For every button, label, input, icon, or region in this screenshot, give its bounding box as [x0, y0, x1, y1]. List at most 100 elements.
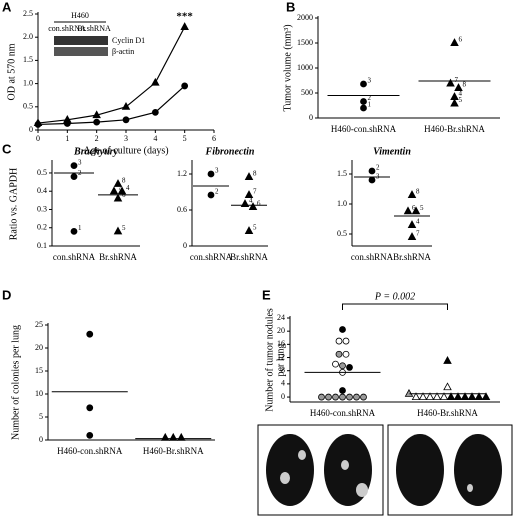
y-axis-label: Number of colonies per lung: [10, 325, 21, 440]
y-axis-label: OD at 570 nm: [6, 43, 17, 100]
nodule: [280, 472, 290, 484]
triangle-marker: [109, 186, 119, 195]
x-tick-label: H460-con.shRNA: [310, 408, 376, 418]
circle-marker: [34, 121, 42, 128]
series-line: [37, 85, 186, 126]
y-tick-label: 15: [35, 366, 43, 375]
triangle-marker: [176, 432, 186, 441]
circle-marker: [346, 393, 353, 401]
triangle-marker: [450, 38, 459, 46]
triangle-marker: [446, 78, 455, 87]
annotation: P = 0.002: [374, 291, 415, 302]
point-label: 4: [126, 184, 130, 192]
inset-title: H460: [71, 11, 89, 20]
lung: [454, 434, 502, 506]
y-tick-label: 0: [309, 113, 313, 122]
y-tick-label: 16: [277, 339, 285, 348]
y-tick-label: 24: [277, 313, 285, 322]
point-label: 4: [416, 218, 420, 226]
point-label: 6: [412, 204, 416, 212]
circle-marker: [335, 337, 343, 345]
triangle-marker: [180, 22, 189, 30]
nodule: [298, 450, 306, 460]
triangle-marker: [160, 432, 170, 441]
point-label: 4: [459, 90, 463, 98]
x-tick-label: con.shRNA: [190, 252, 233, 262]
triangle-marker: [443, 355, 452, 364]
circle-marker: [339, 387, 346, 394]
triangle-marker: [407, 190, 417, 198]
y-tick-label: 0: [29, 125, 33, 134]
y-tick-label: 1500: [297, 38, 313, 47]
triangle-marker: [117, 186, 127, 195]
bracket: [342, 303, 448, 310]
point-label: 7: [455, 76, 459, 84]
y-tick-label: 4: [281, 379, 285, 388]
point-label: 1: [368, 101, 372, 109]
point-label: 5: [253, 224, 257, 232]
y-tick-label: 0: [183, 241, 187, 250]
chart-title: Vimentin: [373, 146, 411, 157]
x-tick-label: Br.shRNA: [393, 252, 431, 262]
blot-band: [54, 47, 108, 56]
inset-band: β-actin: [112, 47, 134, 56]
lung: [266, 434, 314, 506]
panel-letter: A: [2, 0, 12, 14]
y-axis-label: Ratio vs. GAPDH: [8, 168, 19, 241]
circle-marker: [151, 108, 159, 116]
y-axis-label: Tumor volume (mm³): [282, 24, 293, 111]
circle-marker: [207, 191, 215, 199]
triangle-marker: [244, 172, 254, 180]
y-tick-label: 1.2: [177, 169, 187, 178]
triangle-marker: [113, 179, 123, 187]
circle-marker: [342, 350, 350, 358]
circle-marker: [63, 120, 71, 127]
circle-marker: [335, 350, 343, 358]
x-tick-label: Br.shRNA: [99, 252, 137, 262]
panel-letter: B: [286, 0, 295, 14]
circle-marker: [70, 173, 78, 181]
triangle-marker: [446, 392, 456, 401]
x-tick-label: con.shRNA: [351, 252, 394, 262]
circle-marker: [346, 364, 353, 371]
circle-marker: [353, 393, 360, 401]
circle-marker: [122, 116, 130, 124]
y-tick-label: 0.3: [37, 204, 47, 213]
triangle-marker: [113, 226, 123, 235]
circle-marker: [360, 98, 367, 105]
triangle-marker: [411, 206, 421, 215]
circle-marker: [368, 167, 376, 175]
triangle-marker: [425, 392, 435, 401]
circle-marker: [342, 337, 350, 345]
point-label: 2: [376, 164, 380, 172]
circle-marker: [339, 326, 346, 333]
annotation: ***: [176, 11, 193, 23]
triangle-marker: [113, 193, 123, 202]
chart-title: Brachyury: [73, 146, 118, 157]
y-tick-label: 20: [35, 343, 43, 352]
x-tick-label: Br.shRNA: [230, 252, 268, 262]
triangle-marker: [439, 392, 449, 401]
circle-marker: [325, 393, 332, 401]
triangle-marker: [244, 190, 254, 198]
triangle-marker: [432, 392, 442, 401]
x-tick-label: H460-con.shRNA: [57, 446, 123, 456]
y-tick-label: 8: [281, 366, 285, 375]
y-tick-label: 25: [35, 320, 43, 329]
x-tick-label: H460-Br.shRNA: [424, 124, 485, 134]
y-tick-label: 0.5: [37, 168, 47, 177]
circle-marker: [360, 393, 367, 401]
y-tick-label: 1.0: [337, 199, 347, 208]
triangle-marker: [450, 92, 459, 100]
y-tick-label: 0.5: [23, 102, 33, 111]
x-tick-label: H460-Br.shRNA: [143, 446, 204, 456]
circle-marker: [360, 104, 367, 112]
x-tick-label: con.shRNA: [53, 252, 96, 262]
y-tick-label: 12: [277, 352, 285, 361]
y-tick-label: 500: [301, 88, 313, 97]
y-tick-label: 0: [39, 435, 43, 444]
lung-images: [257, 424, 513, 516]
y-tick-label: 0.2: [37, 223, 47, 232]
point-label: 3: [215, 167, 219, 175]
